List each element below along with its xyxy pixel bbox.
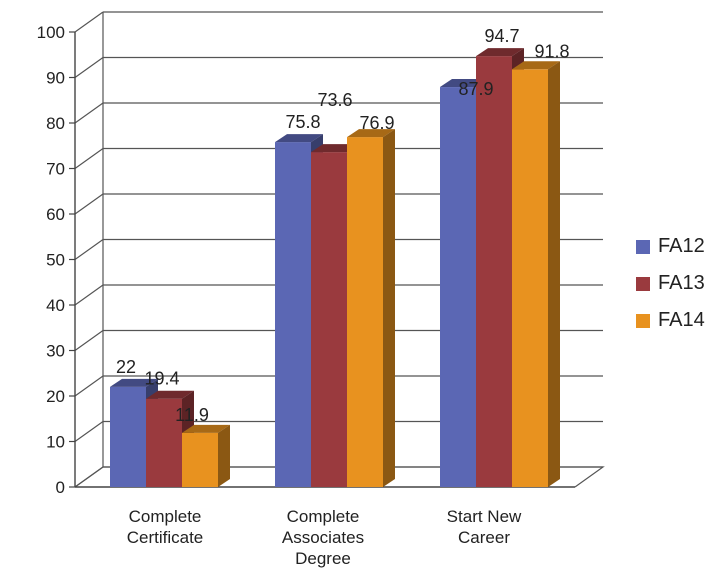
category-label: Complete: [129, 507, 202, 526]
legend: FA12 FA13 FA14: [636, 228, 705, 339]
legend-label-fa13: FA13: [658, 272, 705, 294]
bar-top: [347, 129, 395, 138]
y-tick-label: 80: [46, 114, 65, 133]
category-label: Associates: [282, 528, 364, 547]
data-label: 22: [116, 357, 136, 377]
legend-label-fa14: FA14: [658, 309, 705, 331]
y-tick-label: 40: [46, 296, 65, 315]
y-tick-label: 90: [46, 69, 65, 88]
bar-fa14-0: [182, 424, 230, 487]
bar-fa14-2: [512, 61, 560, 488]
bar-front: [440, 87, 476, 488]
bar-fa14-1: [347, 129, 395, 488]
bar-top: [182, 424, 230, 433]
category-label: Complete: [287, 507, 360, 526]
bar-top: [476, 48, 524, 57]
bar-front: [476, 56, 512, 488]
bar-top: [512, 61, 560, 70]
bar-front: [182, 432, 218, 487]
legend-item-fa12: FA12: [636, 228, 705, 265]
data-label: 11.9: [175, 405, 209, 425]
gridline-side: [74, 193, 104, 215]
gridline-side: [74, 57, 104, 78]
gridline-side: [74, 375, 104, 397]
y-tick-label: 0: [56, 478, 65, 497]
data-labels: 22 19.4 11.9 75.873.6 76.9 87.9 94.7 91.8: [116, 26, 570, 425]
bar-front: [347, 137, 383, 488]
y-tick-label: 60: [46, 205, 65, 224]
bar-front: [512, 69, 548, 487]
category-label: Start New: [447, 507, 522, 526]
y-tick-label: 10: [46, 433, 65, 452]
bar-top: [110, 378, 158, 387]
bar-front: [275, 142, 311, 488]
gridline-side: [74, 11, 104, 33]
data-label: 73.6: [317, 90, 352, 110]
bar-front: [146, 398, 182, 487]
data-label: 94.7: [484, 26, 519, 46]
gridline-side: [74, 148, 104, 169]
bar-fa12-0: [110, 378, 158, 487]
y-tick-labels: 0 10 20 30 40 50 60 70 80 90 100: [37, 23, 65, 497]
legend-item-fa13: FA13: [636, 265, 705, 302]
gridline-side: [74, 330, 104, 351]
data-label: 87.9: [458, 79, 493, 99]
legend-item-fa14: FA14: [636, 302, 705, 339]
category-label: Degree: [295, 549, 351, 568]
y-tick-label: 20: [46, 387, 65, 406]
y-tick-label: 100: [37, 23, 65, 42]
gridline-side: [74, 284, 104, 306]
bar-side: [548, 61, 560, 488]
legend-label-fa12: FA12: [658, 235, 705, 257]
gridline-side: [74, 421, 104, 442]
data-label: 75.8: [285, 112, 320, 132]
category-label: Certificate: [127, 528, 204, 547]
y-tick-label: 30: [46, 342, 65, 361]
y-tick-label: 70: [46, 160, 65, 179]
bar-top: [275, 134, 323, 143]
legend-swatch-fa14: [636, 313, 650, 328]
y-tick-label: 50: [46, 251, 65, 270]
category-label: Career: [458, 528, 510, 547]
bar-front: [110, 386, 146, 487]
bar-top: [146, 390, 194, 399]
legend-swatch-fa12: [636, 239, 650, 254]
bar-side: [383, 129, 395, 488]
bar-front: [311, 152, 347, 487]
data-label: 76.9: [359, 113, 394, 133]
gridline-side: [74, 102, 104, 124]
data-label: 19.4: [144, 369, 179, 389]
gridline-side: [74, 239, 104, 260]
category-labels: Complete Certificate Complete Associates Deg…: [127, 507, 522, 568]
bar-side: [218, 424, 230, 487]
data-label: 91.8: [534, 41, 569, 61]
bars: [110, 48, 560, 488]
legend-swatch-fa13: [636, 276, 650, 291]
